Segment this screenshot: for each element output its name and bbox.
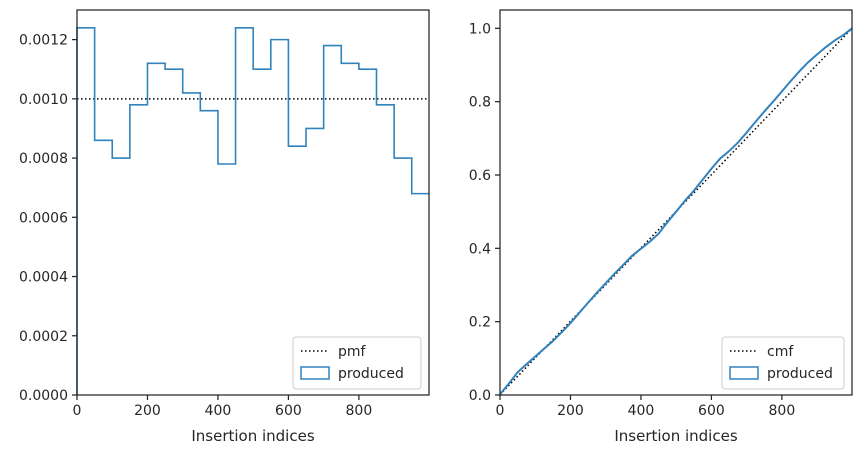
- legend-label-produced: produced: [767, 366, 833, 382]
- x-tick-label: 200: [557, 403, 584, 419]
- legend-box: [292, 336, 422, 390]
- y-tick-label: 0.0000: [19, 388, 68, 404]
- series-produced-line: [499, 27, 853, 395]
- x-axis-title: Insertion indices: [614, 427, 737, 445]
- x-tick-label: 200: [134, 403, 161, 419]
- legend: cmf produced: [721, 336, 845, 390]
- legend-label-produced: produced: [338, 366, 404, 382]
- y-tick-label: 0.6: [469, 168, 491, 184]
- x-tick-label: 800: [769, 403, 796, 419]
- y-tick-label: 0.0008: [19, 151, 68, 167]
- y-tick-label: 1.0: [469, 21, 491, 37]
- left-pmf-panel: 0 200 400 600 800 0.0000 0.0002 0.0004 0.0006 0.0…: [19, 9, 430, 445]
- x-tick-label: 400: [205, 403, 232, 419]
- series-cmf-line: [499, 27, 853, 396]
- legend-box: [721, 336, 845, 390]
- y-tick-label: 0.0006: [19, 210, 68, 226]
- right-cmf-panel: 0 200 400 600 800 0.0 0.2 0.4 0.6 0.8 1.0 Insertion…: [469, 9, 853, 445]
- x-tick-label: 0: [496, 403, 505, 419]
- legend-swatch-produced: [300, 366, 330, 380]
- plot-frame: [499, 9, 853, 396]
- y-tick-label: 0.0010: [19, 92, 68, 108]
- plot-frame: [76, 9, 430, 396]
- x-tick-label: 400: [628, 403, 655, 419]
- y-tick-label: 0.0012: [19, 33, 68, 49]
- x-tick-label: 800: [346, 403, 373, 419]
- series-produced-line: [76, 26, 429, 395]
- y-tick-label: 0.8: [469, 95, 491, 111]
- legend-label-cmf: cmf: [767, 344, 794, 360]
- x-tick-label: 600: [275, 403, 302, 419]
- legend-swatch-produced: [729, 366, 759, 380]
- y-tick-label: 0.2: [469, 315, 491, 331]
- y-tick-label: 0.0: [469, 388, 491, 404]
- y-tick-label: 0.0002: [19, 329, 68, 345]
- x-tick-label: 600: [698, 403, 725, 419]
- legend: pmf produced: [292, 336, 422, 390]
- x-axis-title: Insertion indices: [191, 427, 314, 445]
- legend-label-pmf: pmf: [338, 344, 367, 360]
- y-tick-label: 0.4: [469, 241, 491, 257]
- x-tick-label: 0: [73, 403, 82, 419]
- y-tick-label: 0.0004: [19, 270, 68, 286]
